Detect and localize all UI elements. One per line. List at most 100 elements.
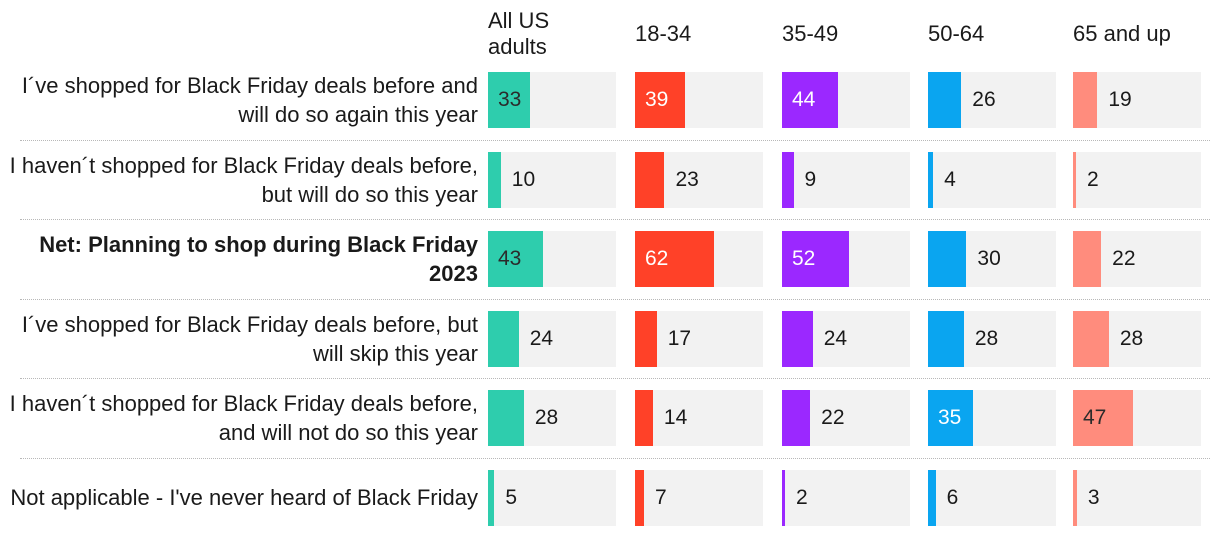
data-label: 5 [505,485,518,509]
data-label: 4 [944,167,956,191]
row-label: I haven´t shopped for Black Friday deals… [9,391,478,445]
bar [488,310,519,367]
data-label: 62 [645,247,669,270]
column-header: 50-64 [928,21,985,46]
data-label: 22 [1112,247,1136,270]
bar-track: 2 [782,469,910,526]
data-label: 30 [977,247,1001,270]
data-label: 43 [498,247,522,270]
data-label: 26 [972,88,996,111]
bar-track: 28 [1073,310,1201,367]
row-separator [20,299,1210,300]
bar [1073,390,1134,446]
bar [782,151,794,208]
bar-track: 28 [928,310,1056,367]
bar-track: 5 [488,469,616,526]
data-label: 47 [1083,406,1107,429]
bar-track: 28 [488,390,616,446]
data-label: 6 [946,485,959,509]
row-label: I´ve shopped for Black Friday deals befo… [21,311,478,366]
bar-track: 14 [635,390,763,446]
bar-track: 22 [1073,231,1201,287]
data-label: 28 [1119,326,1144,350]
bar [928,151,934,208]
data-label: 2 [796,485,808,509]
bar-track: 52 [782,231,910,287]
bar [488,390,524,446]
row-label: Net: Planning to shop during Black Frida… [39,232,478,286]
bar [488,231,544,287]
data-label: 33 [498,88,522,111]
bar [782,310,813,367]
data-label: 28 [974,326,999,350]
data-label: 44 [792,88,816,111]
data-label: 2 [1087,167,1099,191]
row-separator [20,378,1210,379]
data-label: 10 [511,167,536,191]
bar-track: 17 [635,310,763,367]
bar-track: 44 [782,72,910,128]
bar-track: 23 [635,151,763,208]
bar [928,469,936,526]
bar-track: 24 [488,310,616,367]
data-label: 9 [804,167,817,191]
bar-track: 3 [1073,469,1201,526]
row-label: Not applicable - I've never heard of Bla… [10,485,478,510]
bar [782,72,839,128]
bar-track: 22 [782,390,910,446]
bar [488,151,501,208]
bar [635,390,653,446]
bar [635,231,715,287]
bar [635,310,657,367]
bar-track: 6 [928,469,1056,526]
data-label: 7 [654,485,667,509]
data-label: 39 [645,88,669,111]
row-separator [20,458,1210,459]
bar [635,469,644,526]
bar-track: 62 [635,231,763,287]
bar [928,310,964,367]
column-header: 18-34 [635,21,692,46]
bar [1073,469,1077,526]
bar-track: 35 [928,390,1056,446]
bar-track: 33 [488,72,616,128]
bar [1073,151,1076,208]
bar [635,151,665,208]
data-label: 35 [938,406,962,429]
bar [928,72,962,128]
row-label: I haven´t shopped for Black Friday deals… [9,152,478,207]
bar [635,72,685,128]
column-header: 35-49 [782,21,839,46]
data-label: 23 [675,167,699,191]
bar [488,72,531,128]
data-label: 24 [529,326,554,350]
bar-track: 24 [782,310,910,367]
bar [782,390,811,446]
bar-track: 7 [635,469,763,526]
bar [1073,310,1109,367]
column-header: 65 and up [1073,21,1171,46]
row-separator [20,219,1210,220]
bar-track: 39 [635,72,763,128]
bar-track: 30 [928,231,1056,287]
data-label: 14 [663,406,688,429]
data-label: 22 [821,406,845,429]
bar-track: 47 [1073,390,1201,446]
bar-track: 10 [488,151,616,208]
data-label: 52 [792,247,816,270]
row-label: I´ve shopped for Black Friday deals befo… [21,73,478,127]
bar-track: 4 [928,151,1056,208]
bar-track: 19 [1073,72,1201,128]
bar-track: 26 [928,72,1056,128]
data-label: 28 [534,406,559,429]
bar [1073,72,1098,128]
bar [928,390,973,446]
bar [488,469,495,526]
column-header: All US adults [488,8,550,59]
bar [928,231,967,287]
bar-track: 9 [782,151,910,208]
bar-track: 2 [1073,151,1201,208]
data-label: 17 [667,326,692,350]
data-label: 24 [823,326,848,350]
